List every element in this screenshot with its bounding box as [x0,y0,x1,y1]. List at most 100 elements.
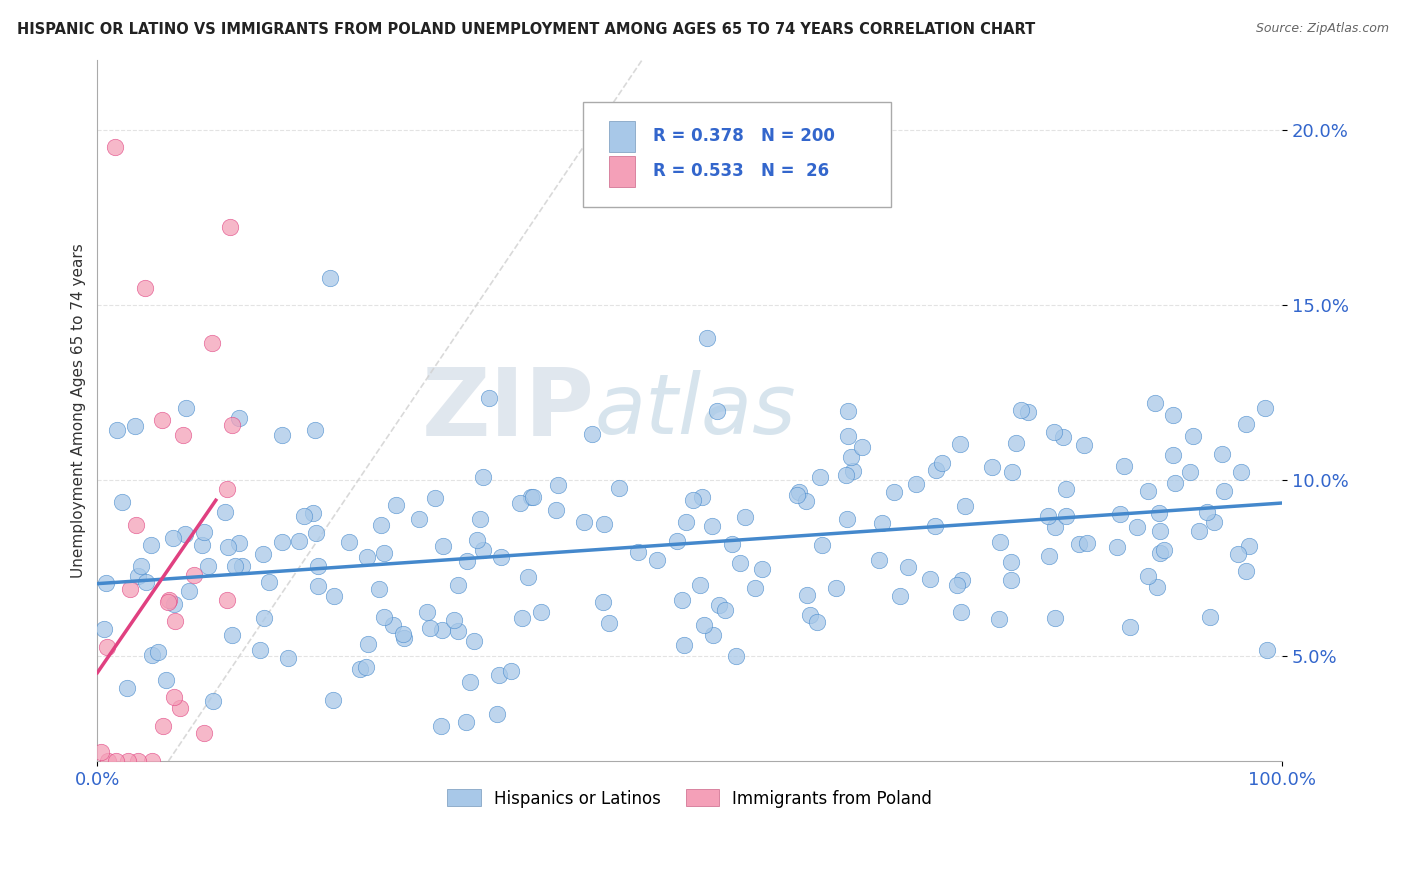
Point [228,410,250,425]
Point [117,754,139,768]
Point [470,512,492,526]
Point [787,485,810,500]
Point [93,622,115,636]
Point [491,549,513,564]
Point [304,423,326,437]
Point [794,493,817,508]
Point [517,570,540,584]
Point [292,509,315,524]
Point [837,512,859,526]
Point [868,552,890,566]
Point [1149,546,1171,560]
Point [598,616,620,631]
Text: ZIP: ZIP [422,364,595,457]
Point [811,538,834,552]
Point [214,505,236,519]
Point [373,610,395,624]
Point [544,503,567,517]
Point [693,618,716,632]
Point [215,483,238,497]
Point [1107,540,1129,554]
Point [808,469,831,483]
Point [141,648,163,662]
Point [392,632,415,646]
Point [1146,580,1168,594]
Point [463,633,485,648]
Point [124,518,146,533]
Text: HISPANIC OR LATINO VS IMMIGRANTS FROM POLAND UNEMPLOYMENT AMONG AGES 65 TO 74 YE: HISPANIC OR LATINO VS IMMIGRANTS FROM PO… [17,22,1035,37]
Point [1256,643,1278,657]
Point [478,391,501,405]
Point [707,598,730,612]
Point [139,538,162,552]
Point [217,541,239,555]
Point [627,545,650,559]
Point [904,477,927,491]
Point [1143,396,1166,410]
Point [1204,515,1226,529]
Point [520,490,543,504]
Point [249,643,271,657]
Point [721,537,744,551]
Point [201,335,224,350]
Point [162,531,184,545]
Point [1119,620,1142,634]
Point [177,583,200,598]
Point [1000,555,1022,569]
Point [169,701,191,715]
Point [1161,409,1184,423]
Point [706,403,728,417]
FancyBboxPatch shape [609,156,636,187]
Point [381,618,404,632]
Point [1004,436,1026,450]
Point [1234,417,1257,431]
Point [193,726,215,740]
Point [1211,447,1233,461]
Point [97,754,120,768]
Point [1226,547,1249,561]
Text: R = 0.533   N =  26: R = 0.533 N = 26 [652,162,830,180]
Point [105,754,128,768]
Point [593,516,616,531]
Point [851,440,873,454]
Point [155,673,177,687]
Point [105,423,128,437]
Point [373,546,395,560]
Point [1056,508,1078,523]
Point [354,659,377,673]
Point [675,515,697,529]
Point [1137,483,1160,498]
Point [1073,438,1095,452]
Point [953,499,976,513]
Point [129,558,152,573]
Point [920,572,942,586]
Point [949,437,972,451]
Point [301,507,323,521]
Point [197,558,219,573]
Point [163,690,186,705]
Point [682,493,704,508]
Point [221,417,243,432]
Point [645,553,668,567]
Point [1017,405,1039,419]
Point [714,603,737,617]
Point [456,554,478,568]
Point [1043,425,1066,439]
Point [799,608,821,623]
Point [117,681,139,695]
Point [1230,465,1253,479]
Point [572,516,595,530]
Point [486,706,509,721]
Point [796,588,818,602]
Point [288,533,311,548]
Point [172,428,194,442]
Point [988,534,1011,549]
Point [416,605,439,619]
Point [135,574,157,589]
Point [786,488,808,502]
Point [96,640,118,655]
Point [1236,564,1258,578]
Point [148,645,170,659]
Point [218,219,240,234]
Point [837,429,859,443]
